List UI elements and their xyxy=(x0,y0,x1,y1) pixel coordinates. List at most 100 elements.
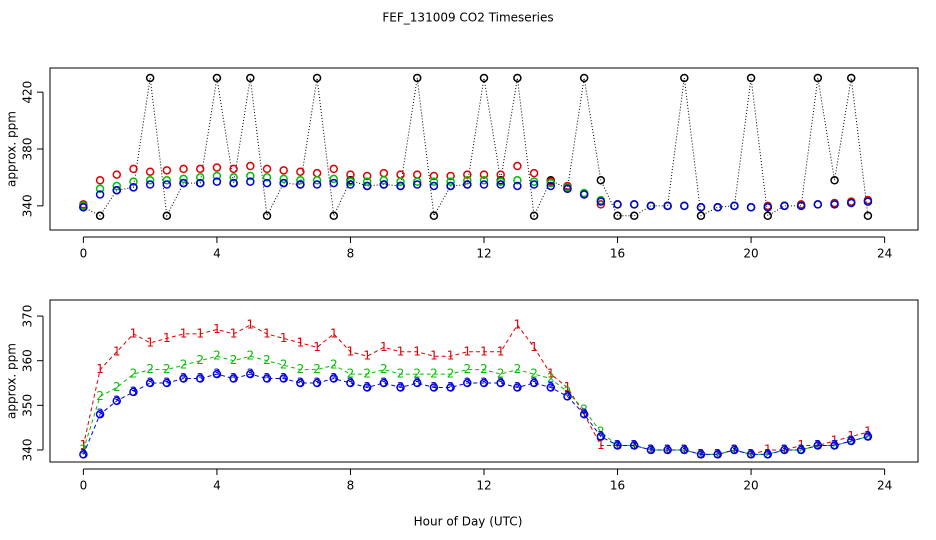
point xyxy=(279,178,288,188)
point xyxy=(763,450,773,459)
point xyxy=(646,201,656,211)
point xyxy=(412,378,422,388)
point xyxy=(112,396,122,406)
point xyxy=(546,383,556,392)
plot-frame xyxy=(49,67,919,231)
point xyxy=(95,190,105,199)
point xyxy=(262,211,272,221)
point xyxy=(563,392,572,401)
point xyxy=(262,164,272,174)
point xyxy=(513,161,522,171)
point xyxy=(262,374,272,383)
point xyxy=(529,378,539,388)
point-symbol: 3 xyxy=(196,371,204,385)
point xyxy=(396,383,405,392)
point xyxy=(212,73,222,83)
point-symbol: 2 xyxy=(580,402,588,416)
point-symbol: 2 xyxy=(347,367,355,381)
point xyxy=(663,201,672,211)
point xyxy=(696,203,706,212)
point xyxy=(429,211,439,221)
point-symbol: 2 xyxy=(163,362,171,376)
point-symbol: 1 xyxy=(113,344,121,358)
point-symbol: 2 xyxy=(413,367,421,381)
point xyxy=(162,176,172,185)
point xyxy=(229,164,238,174)
point xyxy=(629,200,639,209)
point-symbol: 1 xyxy=(347,344,355,358)
point xyxy=(763,211,773,221)
point-symbol: 2 xyxy=(547,371,555,385)
point xyxy=(763,203,773,212)
point-symbol: 3 xyxy=(280,371,288,385)
point-symbol: 1 xyxy=(463,344,471,358)
point-symbol: 2 xyxy=(430,367,438,381)
point-symbol: 3 xyxy=(764,447,772,461)
point-symbol: 3 xyxy=(580,407,588,421)
point-symbol: 3 xyxy=(447,380,455,394)
point xyxy=(396,177,405,186)
point-symbol: 3 xyxy=(363,380,371,394)
point xyxy=(246,171,255,181)
point-symbol: 2 xyxy=(263,353,271,367)
point-symbol: 2 xyxy=(330,358,338,372)
point-symbol: 3 xyxy=(330,371,338,385)
point xyxy=(396,181,405,191)
x-tick-label: 8 xyxy=(347,247,355,261)
point xyxy=(846,436,856,446)
point xyxy=(329,374,339,383)
point-symbol: 1 xyxy=(80,438,88,452)
point-symbol: 2 xyxy=(246,349,254,363)
point xyxy=(145,180,155,189)
point xyxy=(463,378,472,388)
x-tick-label: 0 xyxy=(80,247,88,261)
point-symbol: 1 xyxy=(196,326,204,340)
point xyxy=(79,450,88,459)
point xyxy=(696,450,706,459)
point-symbol: 1 xyxy=(530,340,538,354)
point-symbol: 2 xyxy=(564,384,572,398)
point xyxy=(362,383,372,392)
point-symbol: 3 xyxy=(146,376,154,390)
point xyxy=(279,174,288,184)
point-symbol: 2 xyxy=(480,362,488,376)
point xyxy=(796,445,806,455)
point-symbol: 3 xyxy=(463,376,471,390)
x-tick-label: 12 xyxy=(476,247,491,261)
point-symbol: 3 xyxy=(497,376,505,390)
point-symbol: 2 xyxy=(597,425,605,439)
point xyxy=(95,184,105,194)
point xyxy=(195,173,205,182)
point-symbol: 2 xyxy=(313,362,321,376)
point-symbol: 3 xyxy=(180,371,188,385)
point-symbol: 3 xyxy=(480,376,488,390)
point xyxy=(546,181,556,191)
point-symbol: 1 xyxy=(330,326,338,340)
y-tick-label: 380 xyxy=(21,138,35,161)
point xyxy=(830,176,839,185)
point xyxy=(329,178,339,188)
x-tick-label: 8 xyxy=(347,479,355,493)
point xyxy=(680,445,689,455)
point xyxy=(429,171,439,181)
point xyxy=(362,177,372,186)
point xyxy=(446,181,455,191)
y-tick-label: 360 xyxy=(21,349,35,372)
point xyxy=(596,432,606,441)
point-symbol: 1 xyxy=(96,362,104,376)
point xyxy=(195,178,205,188)
point xyxy=(463,170,472,179)
point xyxy=(129,164,138,174)
point xyxy=(179,178,188,188)
point-symbol: 1 xyxy=(230,326,238,340)
point xyxy=(379,378,389,388)
point-symbol: 2 xyxy=(797,442,805,456)
point xyxy=(262,173,272,182)
point-symbol: 2 xyxy=(96,389,104,403)
point xyxy=(479,180,489,189)
point xyxy=(579,73,589,83)
point xyxy=(730,201,739,211)
point xyxy=(713,450,722,459)
y-axis-label: approx. ppm xyxy=(5,111,19,187)
point-symbol: 2 xyxy=(397,367,405,381)
